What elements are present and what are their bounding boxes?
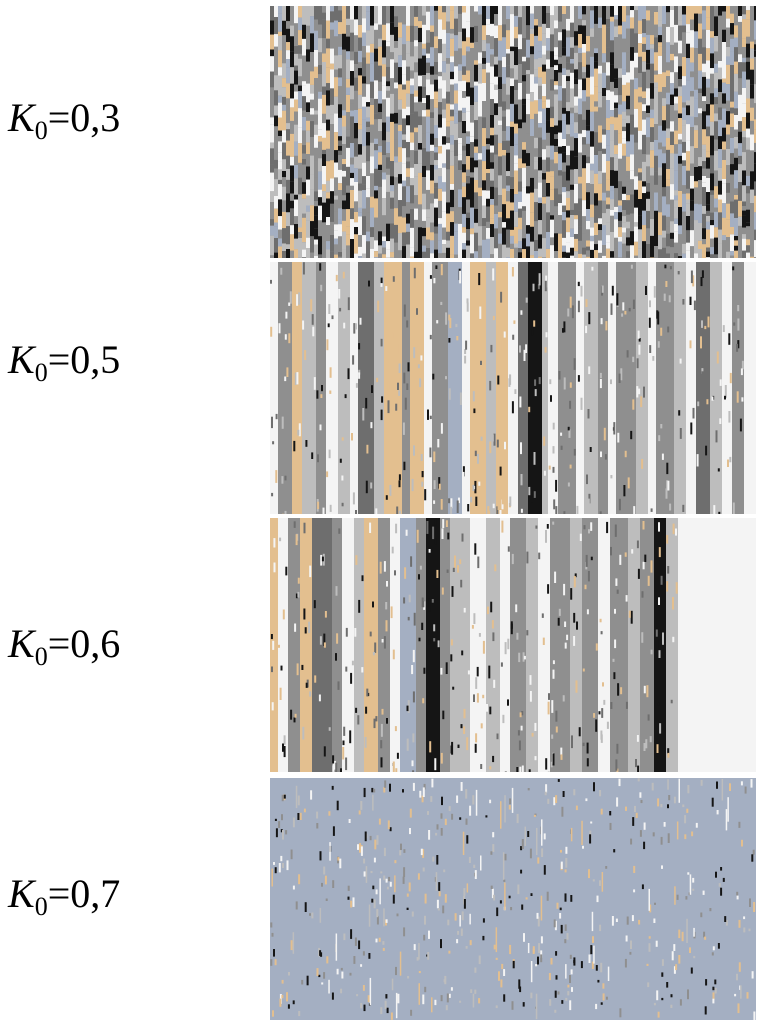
label-value: =0,5 [47, 337, 121, 382]
texture-pattern-k0-0-5 [270, 262, 756, 514]
label-symbol: K [8, 337, 35, 382]
texture-pattern-k0-0-6 [270, 518, 756, 772]
label-subscript: 0 [34, 358, 48, 387]
label-symbol: K [8, 95, 35, 140]
label-value: =0,3 [47, 95, 121, 140]
label-value: =0,6 [47, 621, 121, 666]
label-value: =0,7 [47, 871, 121, 916]
label-symbol: K [8, 871, 35, 916]
panel-k0-0-7: K0=0,7 [0, 778, 760, 1020]
label-subscript: 0 [34, 116, 48, 145]
texture-pattern-k0-0-7 [270, 778, 756, 1020]
texture-pattern-k0-0-3 [270, 6, 756, 258]
label-subscript: 0 [34, 892, 48, 921]
panel-k0-0-5: K0=0,5 [0, 262, 760, 514]
panel-label: K0=0,5 [8, 337, 121, 386]
label-subscript: 0 [34, 642, 48, 671]
panel-label: K0=0,3 [8, 95, 121, 144]
label-symbol: K [8, 621, 35, 666]
panel-k0-0-6: K0=0,6 [0, 518, 760, 772]
panel-label: K0=0,7 [8, 871, 121, 920]
panel-k0-0-3: K0=0,3 [0, 6, 760, 258]
panel-label: K0=0,6 [8, 621, 121, 670]
